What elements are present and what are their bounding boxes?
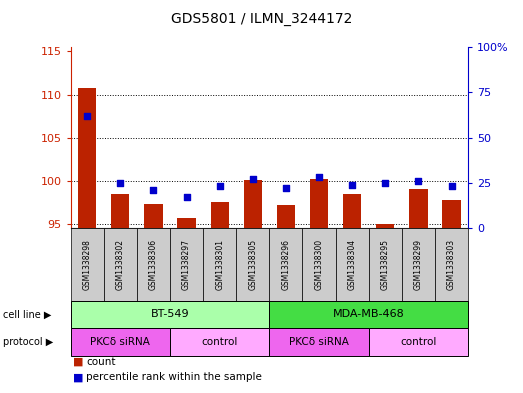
Text: count: count bbox=[86, 356, 116, 367]
Point bbox=[248, 176, 257, 182]
Text: control: control bbox=[201, 337, 238, 347]
Bar bbox=[211, 202, 229, 228]
Text: BT-549: BT-549 bbox=[151, 309, 189, 320]
Bar bbox=[310, 179, 328, 228]
Text: GSM1338304: GSM1338304 bbox=[348, 239, 357, 290]
Text: percentile rank within the sample: percentile rank within the sample bbox=[86, 372, 262, 382]
Point bbox=[116, 180, 124, 186]
Bar bbox=[111, 195, 129, 228]
Text: PKCδ siRNA: PKCδ siRNA bbox=[289, 337, 349, 347]
Bar bbox=[78, 88, 96, 228]
Bar bbox=[244, 180, 262, 228]
Text: cell line ▶: cell line ▶ bbox=[3, 309, 51, 320]
Text: GSM1338306: GSM1338306 bbox=[149, 239, 158, 290]
Point bbox=[83, 113, 92, 119]
Text: MDA-MB-468: MDA-MB-468 bbox=[333, 309, 405, 320]
Bar bbox=[442, 200, 461, 228]
Text: GSM1338295: GSM1338295 bbox=[381, 239, 390, 290]
Text: GSM1338297: GSM1338297 bbox=[182, 239, 191, 290]
Bar bbox=[376, 224, 394, 228]
Text: GSM1338303: GSM1338303 bbox=[447, 239, 456, 290]
Point bbox=[315, 174, 323, 180]
Text: protocol ▶: protocol ▶ bbox=[3, 337, 53, 347]
Point bbox=[149, 187, 157, 193]
Point bbox=[414, 178, 423, 184]
Point bbox=[282, 185, 290, 191]
Text: PKCδ siRNA: PKCδ siRNA bbox=[90, 337, 150, 347]
Point bbox=[183, 194, 191, 200]
Text: ■: ■ bbox=[73, 372, 84, 382]
Text: GDS5801 / ILMN_3244172: GDS5801 / ILMN_3244172 bbox=[171, 12, 352, 26]
Bar bbox=[343, 193, 361, 228]
Bar bbox=[144, 204, 163, 228]
Text: control: control bbox=[400, 337, 437, 347]
Text: GSM1338298: GSM1338298 bbox=[83, 239, 92, 290]
Point bbox=[348, 182, 356, 188]
Text: GSM1338296: GSM1338296 bbox=[281, 239, 290, 290]
Text: GSM1338300: GSM1338300 bbox=[314, 239, 324, 290]
Bar bbox=[410, 189, 427, 228]
Point bbox=[381, 180, 390, 186]
Point bbox=[215, 183, 224, 189]
Bar bbox=[277, 205, 295, 228]
Text: GSM1338299: GSM1338299 bbox=[414, 239, 423, 290]
Point bbox=[447, 183, 456, 189]
Text: ■: ■ bbox=[73, 356, 84, 367]
Text: GSM1338302: GSM1338302 bbox=[116, 239, 125, 290]
Bar bbox=[177, 218, 196, 228]
Text: GSM1338301: GSM1338301 bbox=[215, 239, 224, 290]
Text: GSM1338305: GSM1338305 bbox=[248, 239, 257, 290]
